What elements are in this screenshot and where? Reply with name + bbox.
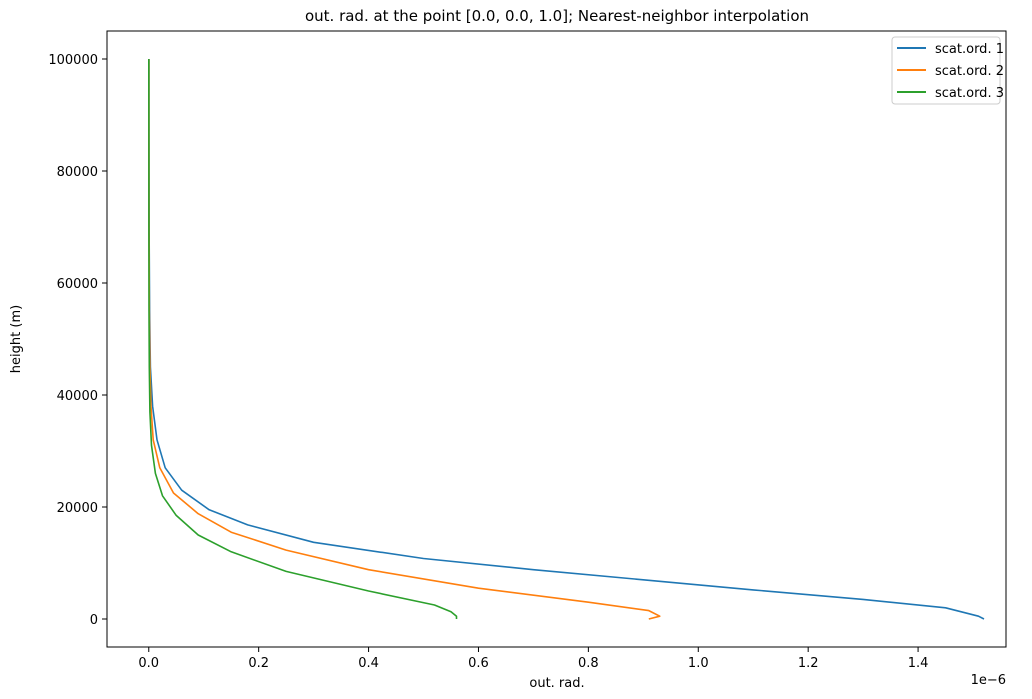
- y-tick-label: 20000: [57, 501, 98, 516]
- legend-frame: [891, 36, 1001, 105]
- x-tick-label: 1.4: [908, 656, 929, 671]
- plot-area: [106, 30, 1007, 648]
- y-axis-label: height (m): [9, 305, 24, 373]
- x-tick-label: 1.0: [688, 656, 709, 671]
- y-tick-label: 0: [90, 613, 98, 628]
- y-tick-label: 100000: [48, 53, 98, 68]
- series-line-2: [148, 59, 661, 620]
- legend-label-3: scat.ord. 3: [935, 86, 1004, 101]
- series-line-3: [148, 58, 458, 619]
- x-axis: 0.0 0.2 0.4 0.6 0.8 1.0 1.2 1.4: [138, 647, 928, 671]
- x-axis-offset-label: 1e−6: [971, 673, 1006, 688]
- series-lines: [148, 58, 985, 620]
- x-tick-label: 0.8: [578, 656, 599, 671]
- chart-title: out. rad. at the point [0.0, 0.0, 1.0]; …: [305, 7, 809, 25]
- x-tick-label: 0.6: [468, 656, 489, 671]
- y-axis: 0 20000 40000 60000 80000 100000: [48, 53, 107, 628]
- legend-label-1: scat.ord. 1: [935, 42, 1004, 57]
- x-tick-label: 0.0: [138, 656, 159, 671]
- x-axis-label: out. rad.: [529, 676, 584, 691]
- y-tick-label: 40000: [57, 389, 98, 404]
- series-line-1: [148, 59, 985, 620]
- x-tick-label: 1.2: [798, 656, 819, 671]
- x-tick-label: 0.4: [358, 656, 379, 671]
- x-tick-label: 0.2: [248, 656, 269, 671]
- y-tick-label: 80000: [57, 165, 98, 180]
- y-tick-label: 60000: [57, 277, 98, 292]
- legend: scat.ord. 1 scat.ord. 2 scat.ord. 3: [891, 36, 1004, 105]
- legend-label-2: scat.ord. 2: [935, 64, 1004, 79]
